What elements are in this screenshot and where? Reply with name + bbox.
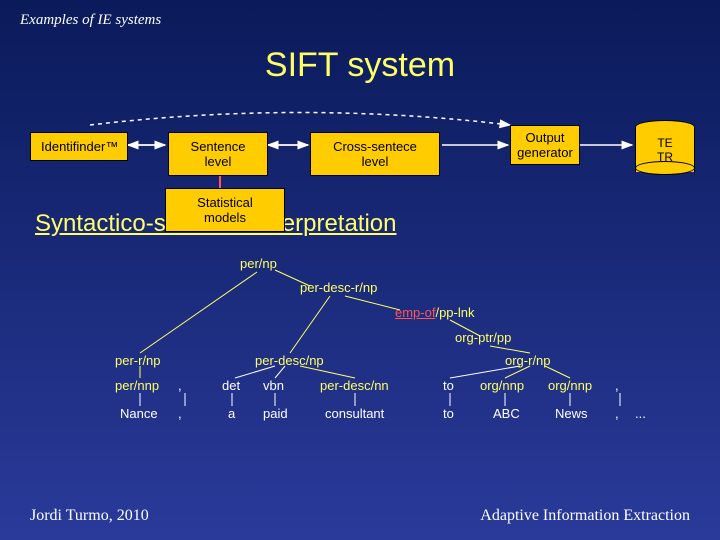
node-org-r-np: org-r/np: [505, 353, 551, 368]
node-per-r-np: per-r/np: [115, 353, 161, 368]
node-org-nnp2: org/nnp: [548, 378, 592, 393]
footer-author: Jordi Turmo, 2010: [30, 507, 149, 525]
box-cross-sentence: Cross-sentece level: [310, 132, 440, 176]
box-identifinder: Identifinder™: [30, 132, 128, 161]
word-news: News: [555, 406, 588, 421]
word-to: to: [443, 406, 454, 421]
node-vbn: vbn: [263, 378, 284, 393]
node-to-pos: to: [443, 378, 454, 393]
word-comma2: ,: [615, 406, 619, 421]
slide-header: Examples of IE systems: [0, 0, 720, 41]
node-per-desc-r: per-desc-r/np: [300, 280, 377, 295]
box-statistical: Statistical models: [165, 188, 285, 232]
word-nance: Nance: [120, 406, 158, 421]
parse-tree: per/np per-desc-r/np emp-of/pp-lnk org-p…: [0, 248, 720, 428]
node-per-nnp: per/nnp: [115, 378, 159, 393]
word-ellipsis: ...: [635, 406, 646, 421]
node-per-desc-nn: per-desc/nn: [320, 378, 389, 393]
word-consultant: consultant: [325, 406, 384, 421]
cylinder-db: TE TR: [635, 120, 695, 175]
node-emp-of: emp-of/pp-lnk: [395, 305, 475, 320]
output-l1: Output: [513, 130, 577, 145]
node-org-ptr: org-ptr/pp: [455, 330, 511, 345]
box-output: Output generator: [510, 125, 580, 165]
subtitle: Syntactico-semantic interpretation: [35, 210, 720, 238]
box-sentence: Sentence level: [168, 132, 268, 176]
cyl-l1: TE: [657, 136, 672, 150]
node-per-np: per/np: [240, 256, 277, 271]
node-det: det: [222, 378, 240, 393]
word-abc: ABC: [493, 406, 520, 421]
slide-title: SIFT system: [0, 46, 720, 85]
footer-topic: Adaptive Information Extraction: [480, 507, 690, 525]
node-org-nnp1: org/nnp: [480, 378, 524, 393]
emp-of-text: emp-of: [395, 305, 435, 320]
word-comma1: ,: [178, 406, 182, 421]
flow-diagram: Identifinder™ Sentence level Cross-sente…: [0, 110, 720, 210]
word-a: a: [228, 406, 235, 421]
pp-lnk-text: /pp-lnk: [435, 305, 474, 320]
node-comma1: ,: [178, 378, 182, 393]
node-comma2: ,: [615, 378, 619, 393]
output-l2: generator: [513, 145, 577, 160]
word-paid: paid: [263, 406, 288, 421]
node-per-desc-np: per-desc/np: [255, 353, 324, 368]
